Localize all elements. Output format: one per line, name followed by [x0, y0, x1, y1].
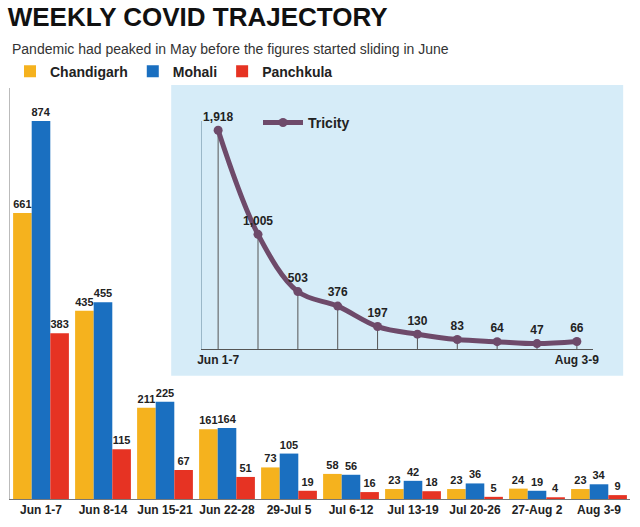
svg-text:29-Jul 5: 29-Jul 5 [267, 503, 312, 517]
svg-text:24: 24 [512, 474, 525, 486]
svg-text:Chandigarh: Chandigarh [50, 64, 128, 80]
svg-text:Jun 22-28: Jun 22-28 [199, 503, 255, 517]
svg-text:23: 23 [574, 474, 586, 486]
svg-text:105: 105 [280, 439, 298, 451]
svg-text:197: 197 [368, 306, 388, 320]
svg-text:58: 58 [326, 459, 338, 471]
svg-text:42: 42 [407, 466, 419, 478]
svg-text:34: 34 [592, 469, 605, 481]
svg-text:Jul 13-19: Jul 13-19 [387, 503, 439, 517]
svg-text:4: 4 [552, 482, 559, 494]
svg-text:9: 9 [615, 480, 621, 492]
svg-text:874: 874 [31, 106, 50, 118]
svg-text:66: 66 [570, 321, 584, 335]
svg-text:211: 211 [138, 393, 156, 405]
svg-text:164: 164 [217, 413, 236, 425]
svg-text:Jun 15-21: Jun 15-21 [137, 503, 193, 517]
svg-text:383: 383 [50, 318, 68, 330]
svg-text:Pandemic had peaked in May bef: Pandemic had peaked in May before the fi… [12, 41, 449, 57]
svg-text:Tricity: Tricity [308, 115, 349, 131]
svg-text:64: 64 [490, 321, 504, 335]
svg-text:Aug 3-9: Aug 3-9 [555, 353, 599, 367]
svg-text:Jun 1-7: Jun 1-7 [197, 353, 239, 367]
svg-text:503: 503 [288, 271, 308, 285]
svg-text:5: 5 [491, 482, 497, 494]
svg-text:Jun 8-14: Jun 8-14 [79, 503, 128, 517]
svg-text:27-Aug 2: 27-Aug 2 [512, 503, 563, 517]
svg-text:Mohali: Mohali [173, 64, 217, 80]
svg-text:161: 161 [199, 414, 217, 426]
svg-text:19: 19 [301, 476, 313, 488]
svg-text:Jul 6-12: Jul 6-12 [329, 503, 374, 517]
svg-text:Jun 1-7: Jun 1-7 [20, 503, 62, 517]
svg-text:130: 130 [407, 314, 427, 328]
svg-text:36: 36 [469, 468, 481, 480]
svg-text:19: 19 [531, 476, 543, 488]
svg-text:67: 67 [177, 455, 189, 467]
svg-text:73: 73 [264, 452, 276, 464]
svg-text:23: 23 [450, 474, 462, 486]
svg-text:Jul 20-26: Jul 20-26 [449, 503, 501, 517]
svg-text:18: 18 [425, 476, 437, 488]
svg-text:Aug 3-9: Aug 3-9 [577, 503, 621, 517]
svg-text:661: 661 [13, 198, 31, 210]
svg-text:1,918: 1,918 [203, 110, 233, 124]
svg-text:51: 51 [239, 462, 251, 474]
svg-text:376: 376 [328, 285, 348, 299]
svg-text:83: 83 [451, 319, 465, 333]
svg-text:225: 225 [156, 387, 174, 399]
svg-text:WEEKLY COVID TRAJECTORY: WEEKLY COVID TRAJECTORY [8, 2, 388, 32]
svg-text:16: 16 [363, 477, 375, 489]
svg-text:23: 23 [388, 474, 400, 486]
svg-text:115: 115 [113, 434, 131, 446]
svg-text:47: 47 [530, 323, 544, 337]
svg-text:Panchkula: Panchkula [262, 64, 332, 80]
svg-text:455: 455 [94, 287, 112, 299]
svg-text:1,005: 1,005 [243, 214, 273, 228]
svg-text:435: 435 [75, 296, 93, 308]
svg-text:56: 56 [345, 460, 357, 472]
